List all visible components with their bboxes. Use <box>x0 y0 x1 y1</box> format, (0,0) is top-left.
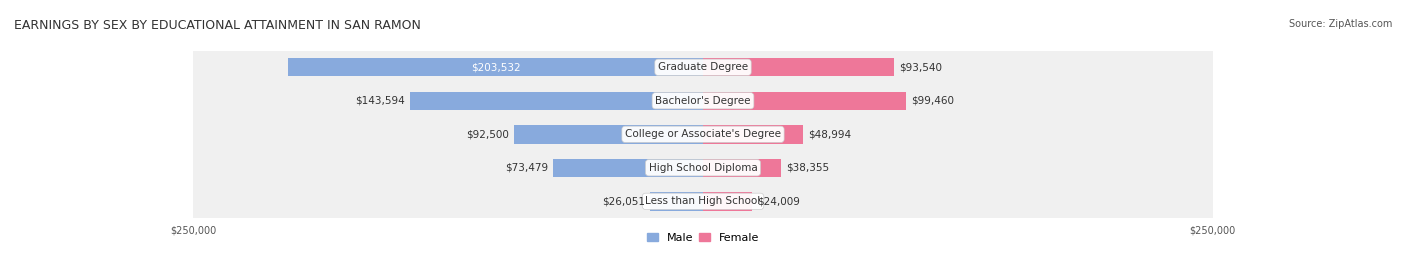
Bar <box>703 58 894 76</box>
Bar <box>288 58 703 76</box>
Legend: Male, Female: Male, Female <box>643 228 763 247</box>
Text: $73,479: $73,479 <box>505 163 548 173</box>
Text: Bachelor's Degree: Bachelor's Degree <box>655 96 751 106</box>
Text: $38,355: $38,355 <box>786 163 830 173</box>
Bar <box>194 84 1212 118</box>
Text: EARNINGS BY SEX BY EDUCATIONAL ATTAINMENT IN SAN RAMON: EARNINGS BY SEX BY EDUCATIONAL ATTAINMEN… <box>14 19 420 32</box>
Bar <box>194 118 1212 151</box>
Bar <box>515 125 703 143</box>
Bar <box>703 192 752 211</box>
Text: $93,540: $93,540 <box>898 62 942 72</box>
Text: $48,994: $48,994 <box>808 129 851 139</box>
Text: $92,500: $92,500 <box>467 129 509 139</box>
Text: $143,594: $143,594 <box>356 96 405 106</box>
Bar <box>194 50 1212 84</box>
Text: High School Diploma: High School Diploma <box>648 163 758 173</box>
Text: $26,051: $26,051 <box>602 196 645 206</box>
Bar <box>553 159 703 177</box>
Bar <box>194 185 1212 218</box>
Text: $203,532: $203,532 <box>471 62 520 72</box>
Text: Source: ZipAtlas.com: Source: ZipAtlas.com <box>1288 19 1392 29</box>
Bar <box>650 192 703 211</box>
Bar <box>194 151 1212 185</box>
Text: Less than High School: Less than High School <box>645 196 761 206</box>
Text: Graduate Degree: Graduate Degree <box>658 62 748 72</box>
Bar <box>703 125 803 143</box>
Bar <box>411 92 703 110</box>
Bar <box>703 159 782 177</box>
Text: College or Associate's Degree: College or Associate's Degree <box>626 129 780 139</box>
Bar <box>703 92 905 110</box>
Text: $99,460: $99,460 <box>911 96 953 106</box>
Text: $24,009: $24,009 <box>756 196 800 206</box>
